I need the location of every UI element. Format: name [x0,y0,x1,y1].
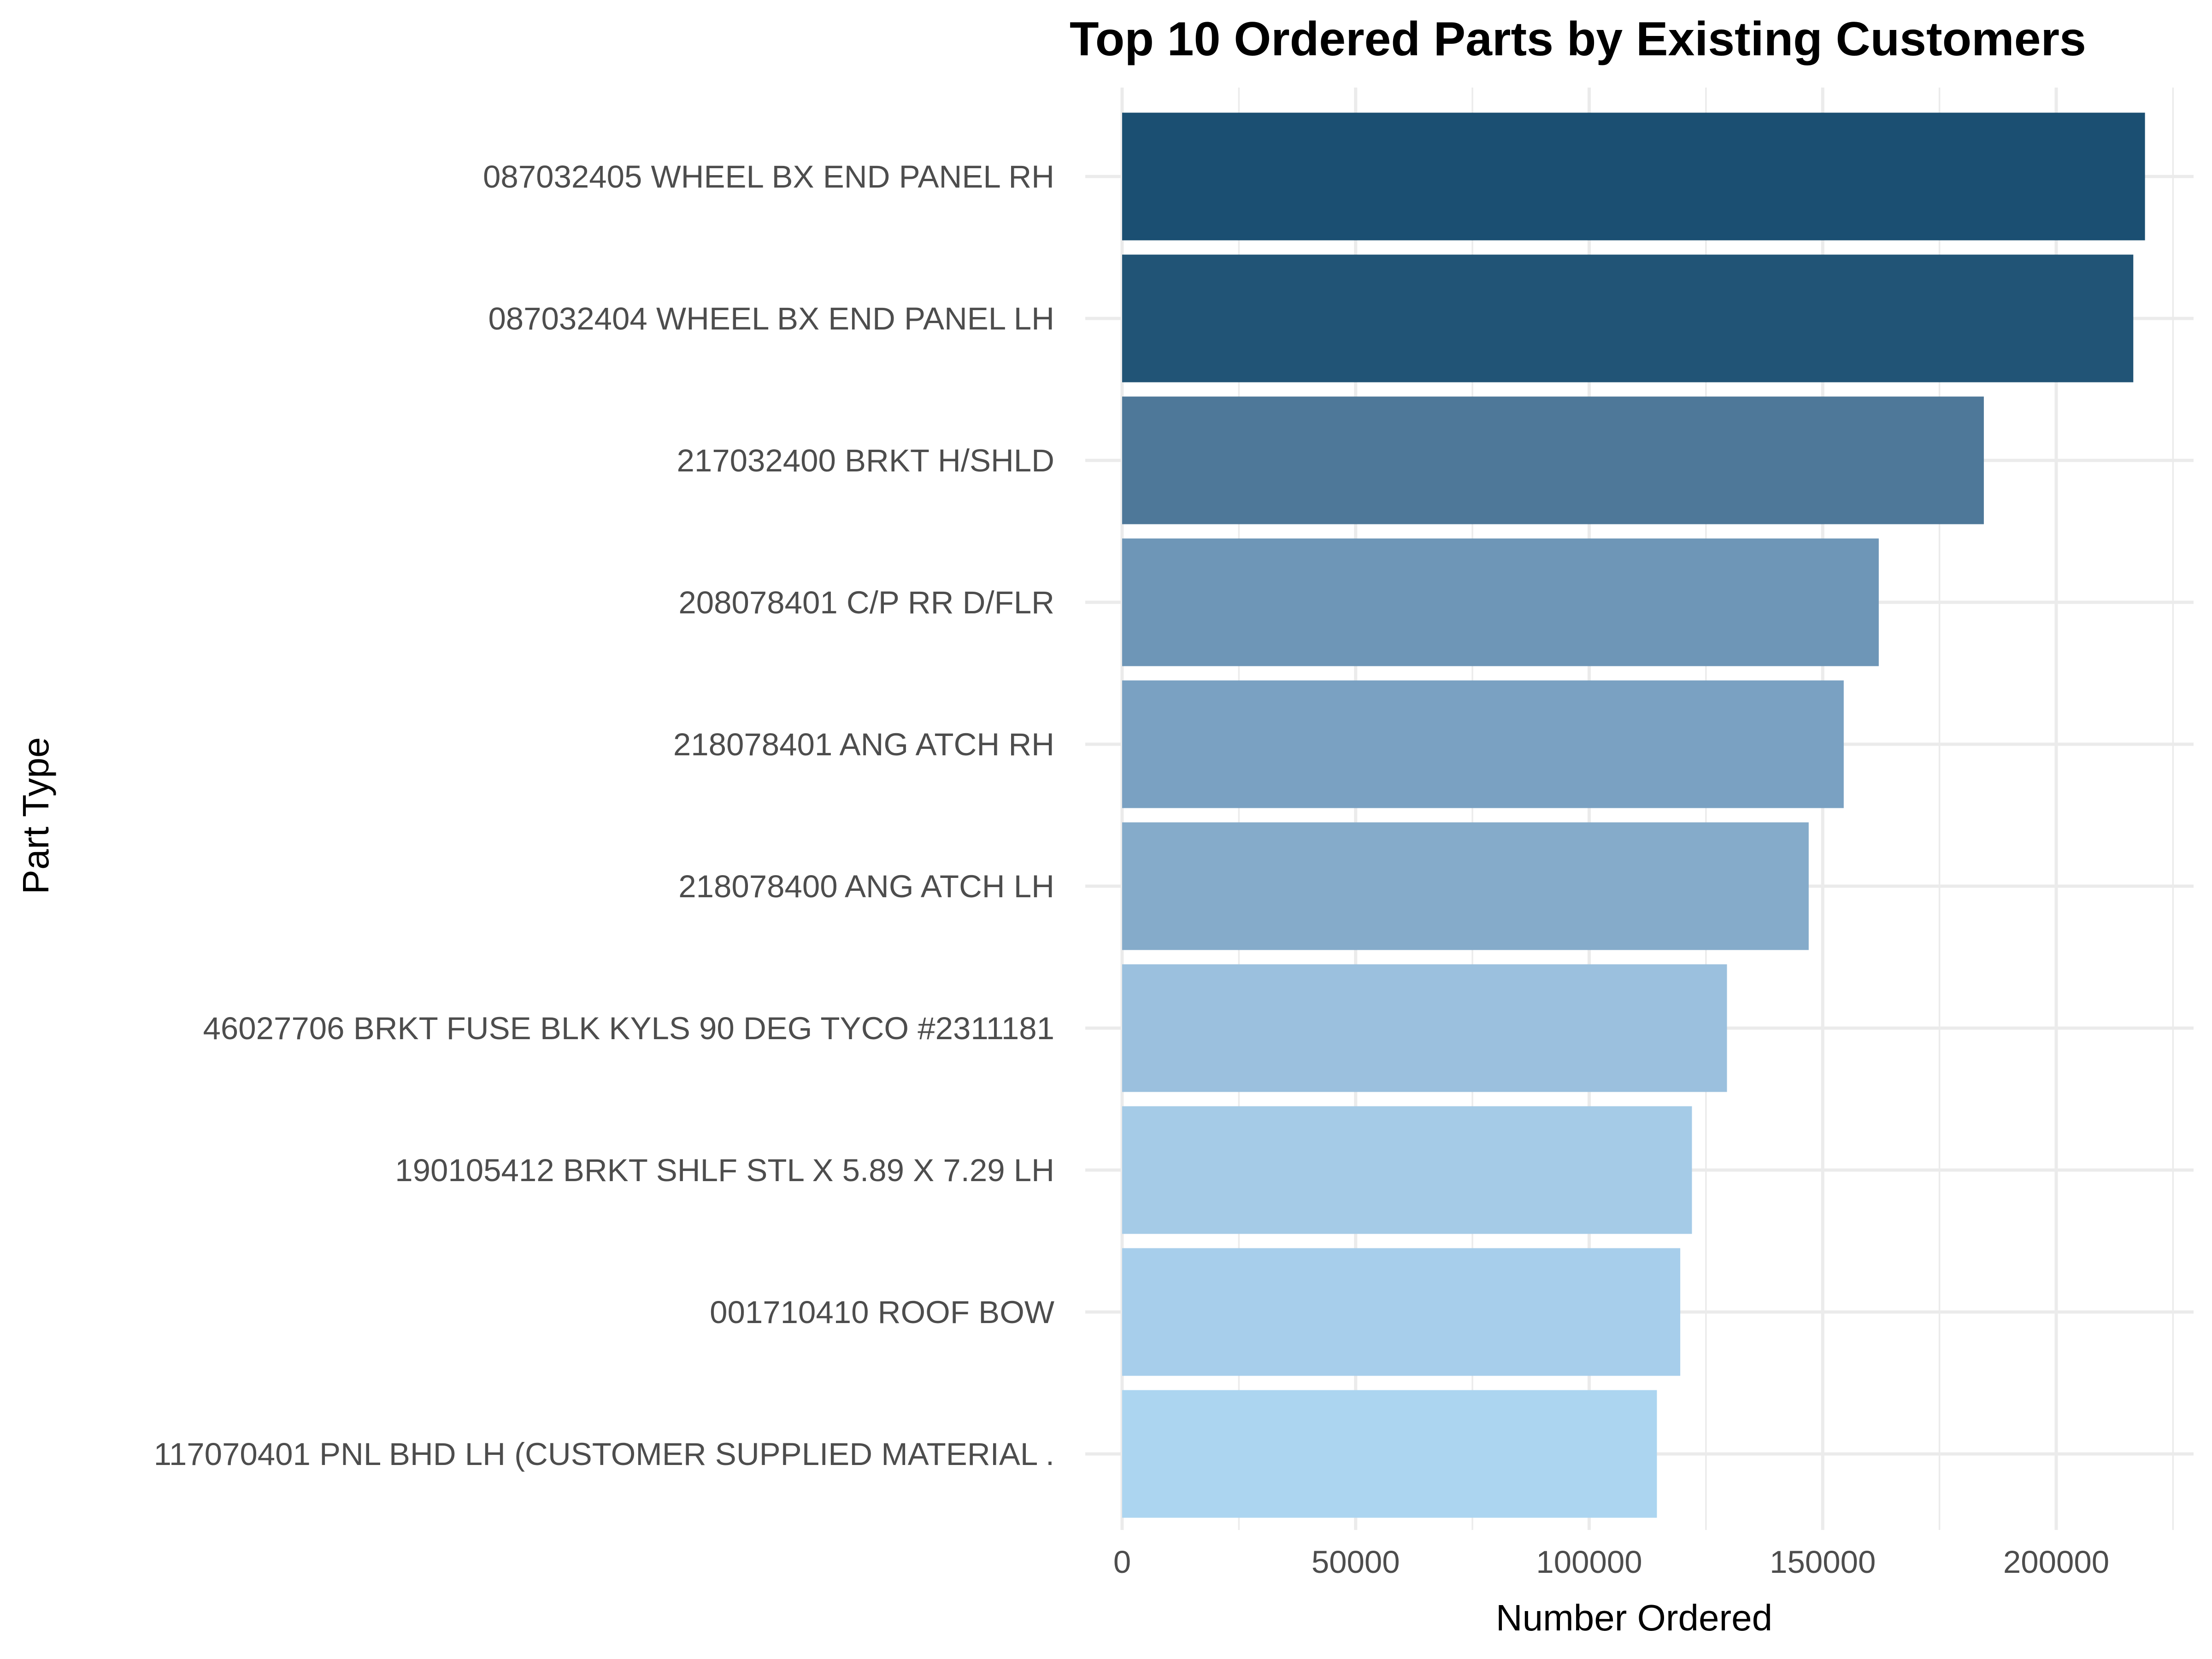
bar [1122,1390,1657,1518]
category-label: 46027706 BRKT FUSE BLK KYLS 90 DEG TYCO … [203,1011,1054,1046]
bar [1122,396,1984,524]
bar [1122,538,1879,666]
bars [1122,112,2145,1518]
bar [1122,254,2134,382]
category-label: 117070401 PNL BHD LH (CUSTOMER SUPPLIED … [154,1436,1054,1472]
x-tick-label: 0 [1113,1544,1131,1580]
category-label: 218078401 ANG ATCH RH [673,727,1054,762]
category-label: 218078400 ANG ATCH LH [678,869,1054,904]
category-labels: 087032405 WHEEL BX END PANEL RH 087032404… [154,159,1054,1472]
x-tick-label: 50000 [1312,1544,1400,1580]
category-label: 001710410 ROOF BOW [710,1294,1054,1330]
x-tick-label: 100000 [1536,1544,1642,1580]
category-label: 087032405 WHEEL BX END PANEL RH [483,159,1054,194]
chart-title: Top 10 Ordered Parts by Existing Custome… [1070,12,2086,66]
x-tick-label: 150000 [1770,1544,1876,1580]
category-label: 190105412 BRKT SHLF STL X 5.89 X 7.29 LH [395,1153,1054,1188]
category-label: 087032404 WHEEL BX END PANEL LH [488,301,1054,336]
bar [1122,680,1844,808]
bar [1122,964,1727,1092]
y-axis-title: Part Type [15,737,56,894]
x-tick-label: 200000 [2003,1544,2109,1580]
bar [1122,822,1809,950]
x-axis-title: Number Ordered [1496,1597,1772,1638]
bar [1122,1248,1681,1376]
bar [1122,112,2145,241]
category-label: 217032400 BRKT H/SHLD [677,443,1054,478]
category-label: 208078401 C/P RR D/FLR [678,585,1054,620]
x-axis-tick-labels: 0 50000 100000 150000 200000 [1113,1544,2109,1580]
bar [1122,1106,1692,1234]
